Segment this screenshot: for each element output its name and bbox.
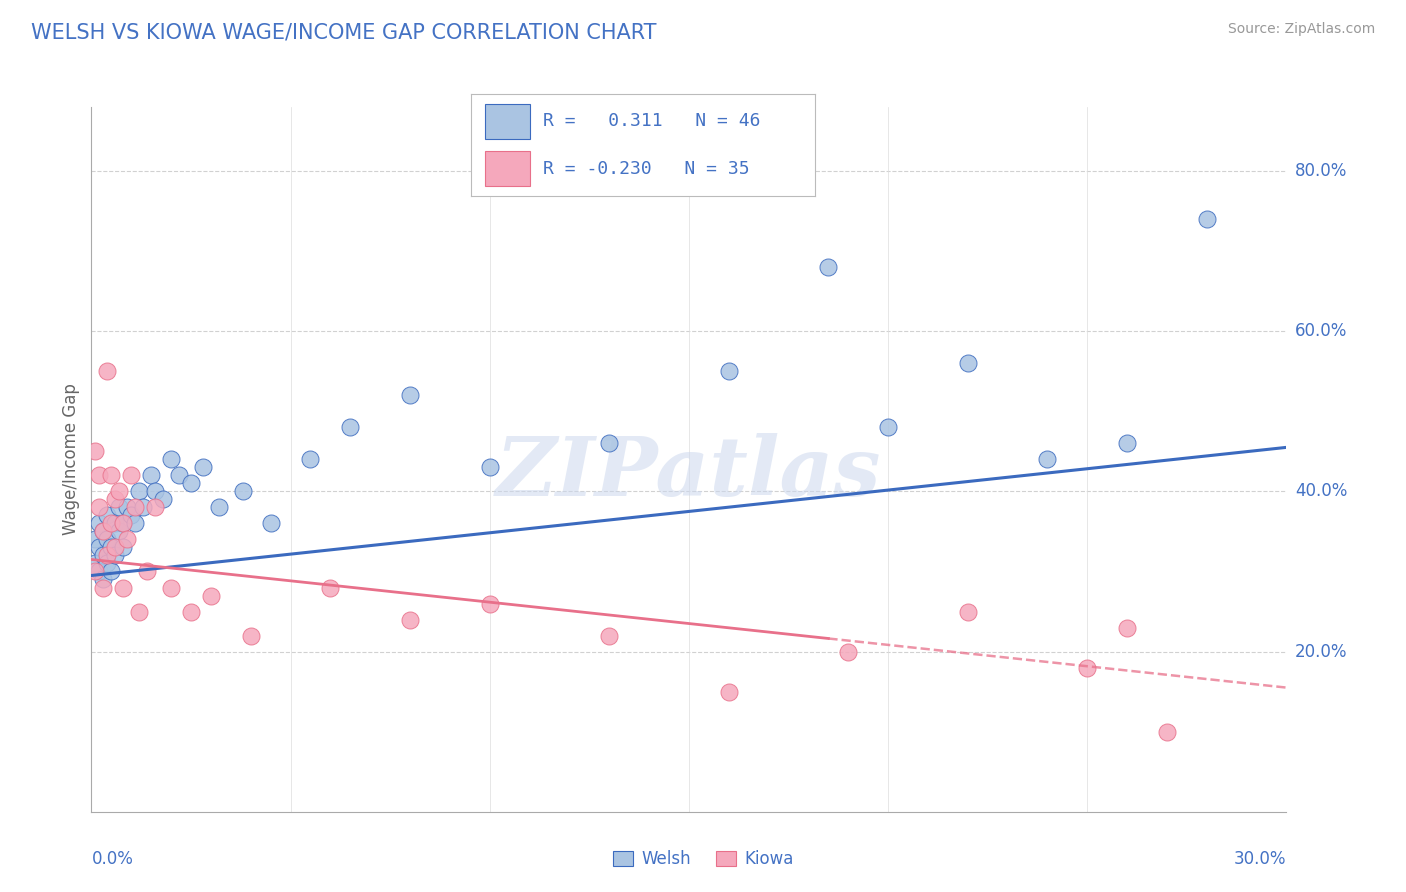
Point (89, 500, 111, 515)
Point (478, 460, 501, 475)
Point (93, 524, 115, 539)
Point (717, 684, 740, 698)
Legend: Welsh, Kiowa: Welsh, Kiowa (606, 844, 800, 875)
Point (124, 500, 146, 515)
Text: 40.0%: 40.0% (1295, 483, 1347, 500)
Point (1036, 452, 1059, 467)
Point (1116, 621, 1139, 635)
Text: WELSH VS KIOWA WAGE/INCOME GAP CORRELATION CHART: WELSH VS KIOWA WAGE/INCOME GAP CORRELATI… (31, 22, 657, 42)
Point (128, 484, 150, 499)
Point (837, 644, 859, 658)
Point (96, 364, 118, 378)
Point (1195, 212, 1218, 227)
Point (108, 500, 131, 515)
Point (200, 589, 222, 603)
Point (339, 420, 361, 434)
Point (93, 524, 115, 539)
Point (104, 492, 127, 507)
Point (89, 565, 111, 579)
Point (104, 516, 127, 531)
Point (96, 508, 118, 523)
Point (93, 581, 115, 595)
Text: 30.0%: 30.0% (1234, 850, 1286, 868)
Bar (485, 104, 530, 139)
Point (956, 605, 979, 619)
Point (191, 460, 214, 475)
Point (104, 541, 127, 555)
Point (104, 549, 127, 563)
Point (100, 516, 122, 531)
Point (956, 356, 979, 370)
Point (112, 516, 135, 531)
Text: 80.0%: 80.0% (1295, 162, 1347, 180)
Point (239, 628, 262, 642)
Point (124, 516, 146, 531)
Text: 20.0%: 20.0% (1295, 642, 1347, 661)
Point (89, 516, 111, 531)
Point (299, 452, 322, 467)
Point (180, 605, 202, 619)
Point (1076, 660, 1098, 674)
Point (96, 557, 118, 571)
Point (143, 484, 166, 499)
Point (120, 508, 142, 523)
Point (180, 476, 202, 491)
Point (1116, 436, 1139, 450)
Point (112, 581, 135, 595)
Point (136, 565, 159, 579)
Point (112, 516, 135, 531)
Point (108, 484, 131, 499)
Point (100, 541, 122, 555)
Point (89, 468, 111, 483)
Point (100, 565, 122, 579)
Point (120, 468, 142, 483)
Point (96, 549, 118, 563)
Text: 60.0%: 60.0% (1295, 322, 1347, 340)
Point (96, 533, 118, 547)
Point (93, 573, 115, 587)
Point (319, 581, 342, 595)
Point (112, 541, 135, 555)
Point (478, 597, 501, 611)
Text: Source: ZipAtlas.com: Source: ZipAtlas.com (1227, 22, 1375, 37)
Point (598, 436, 620, 450)
Point (399, 613, 422, 627)
Point (167, 468, 190, 483)
Point (877, 420, 900, 434)
Point (1156, 724, 1178, 739)
Point (132, 500, 155, 515)
Y-axis label: Wage/Income Gap: Wage/Income Gap (62, 384, 80, 535)
Point (141, 468, 162, 483)
Point (232, 484, 254, 499)
Point (160, 581, 183, 595)
Point (84, 565, 107, 579)
Point (717, 364, 740, 378)
Point (817, 260, 839, 275)
Point (108, 524, 131, 539)
Text: 0.0%: 0.0% (91, 850, 134, 868)
Point (152, 492, 174, 507)
Text: R = -0.230   N = 35: R = -0.230 N = 35 (543, 160, 749, 178)
Point (143, 500, 166, 515)
Text: ZIPatlas: ZIPatlas (496, 434, 882, 514)
Point (93, 549, 115, 563)
Point (259, 516, 281, 531)
Point (399, 388, 422, 402)
Point (208, 500, 231, 515)
Text: R =   0.311   N = 46: R = 0.311 N = 46 (543, 112, 761, 130)
Point (128, 605, 150, 619)
Point (160, 452, 183, 467)
Point (84, 533, 107, 547)
Bar (485, 151, 530, 186)
Point (598, 628, 620, 642)
Point (84, 444, 107, 458)
Point (115, 533, 138, 547)
Point (84, 557, 107, 571)
Point (89, 541, 111, 555)
Point (115, 500, 138, 515)
Point (100, 468, 122, 483)
